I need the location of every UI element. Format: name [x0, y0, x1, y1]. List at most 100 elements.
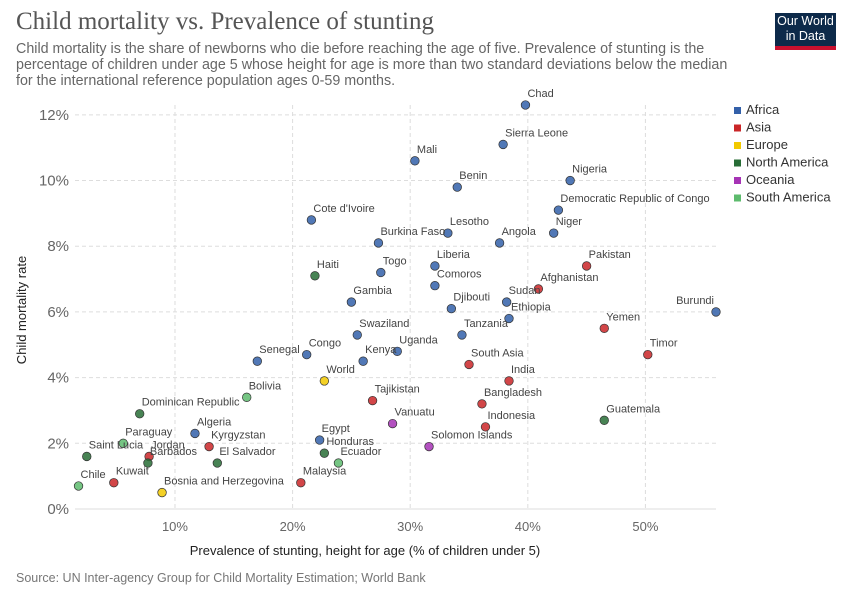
- legend-item-africa[interactable]: Africa: [746, 102, 780, 117]
- point-paraguay[interactable]: [118, 438, 128, 448]
- point-label-benin: Benin: [459, 170, 487, 182]
- point-mali[interactable]: [410, 156, 420, 166]
- point-swaziland[interactable]: [352, 330, 362, 340]
- point-comoros[interactable]: [430, 281, 440, 291]
- logo-line-2: in Data: [785, 29, 826, 43]
- point-liberia[interactable]: [430, 261, 440, 271]
- point-togo[interactable]: [376, 267, 386, 278]
- scatter-chart: 0% 2% 4% 6% 8% 10% 12% 10% 20% 30% 40% 50% Chad Sie…: [14, 88, 831, 558]
- point-benin[interactable]: [452, 182, 462, 192]
- point-indonesia[interactable]: [480, 422, 491, 432]
- point-honduras[interactable]: [319, 448, 329, 458]
- point-ethiopia[interactable]: [504, 313, 514, 324]
- point-afghanistan[interactable]: [533, 284, 544, 294]
- point-uganda[interactable]: [392, 346, 402, 356]
- point-vanuatu[interactable]: [387, 418, 398, 429]
- point-djibouti[interactable]: [446, 303, 457, 314]
- point-label-world: World: [326, 364, 355, 376]
- legend-item-south-america[interactable]: South America: [746, 190, 831, 205]
- point-el-salvador[interactable]: [212, 458, 222, 468]
- legend-item-asia[interactable]: Asia: [746, 120, 772, 135]
- point-solomon-islands[interactable]: [424, 441, 434, 452]
- point-label-egypt: Egypt: [322, 423, 350, 435]
- point-malaysia[interactable]: [296, 478, 306, 488]
- point-label-liberia: Liberia: [437, 249, 471, 261]
- point-label-comoros: Comoros: [437, 269, 482, 281]
- point-kenya[interactable]: [358, 356, 368, 366]
- point-algeria[interactable]: [190, 428, 200, 439]
- point-angola[interactable]: [494, 238, 505, 248]
- chart-subtitle: Child mortality is the share of newborns…: [16, 41, 728, 89]
- point-bosnia-and-herzegovina[interactable]: [157, 487, 167, 498]
- point-saint-lucia[interactable]: [82, 451, 92, 462]
- point-burundi[interactable]: [711, 307, 721, 317]
- point-label-dominican-republic: Dominican Republic: [142, 397, 240, 409]
- point-dominican-republic[interactable]: [135, 409, 145, 419]
- point-label-yemen: Yemen: [606, 311, 640, 323]
- point-world[interactable]: [319, 376, 329, 386]
- y-tick-label: 6%: [47, 304, 69, 321]
- owid-logo[interactable]: Our World in Data: [775, 13, 836, 50]
- point-barbados[interactable]: [143, 458, 153, 468]
- y-axis-label: Child mortality rate: [14, 256, 29, 364]
- point-lesotho[interactable]: [443, 228, 453, 238]
- point-egypt[interactable]: [314, 435, 325, 445]
- point-label-solomon-islands: Solomon Islands: [431, 430, 513, 442]
- point-congo[interactable]: [302, 349, 312, 360]
- point-democratic-republic-of-congo[interactable]: [553, 205, 564, 215]
- point-pakistan[interactable]: [581, 261, 592, 271]
- grid-lines: [75, 105, 716, 510]
- legend-swatch-south-america: [734, 194, 741, 202]
- point-label-djibouti: Djibouti: [453, 292, 490, 304]
- point-tajikistan[interactable]: [367, 395, 378, 406]
- legend-item-europe[interactable]: Europe: [746, 137, 788, 152]
- point-niger[interactable]: [549, 228, 559, 238]
- point-label-bangladesh: Bangladesh: [484, 387, 542, 399]
- point-label-honduras: Honduras: [326, 436, 374, 448]
- point-india[interactable]: [504, 376, 514, 386]
- point-kuwait[interactable]: [109, 478, 119, 488]
- point-label-kyrgyzstan: Kyrgyzstan: [211, 430, 265, 442]
- point-guatemala[interactable]: [599, 415, 609, 425]
- point-label-mali: Mali: [417, 144, 437, 156]
- point-timor[interactable]: [643, 349, 653, 360]
- point-chile[interactable]: [73, 481, 84, 491]
- legend-swatch-north-america: [734, 159, 741, 167]
- point-bolivia[interactable]: [242, 392, 252, 402]
- point-haiti[interactable]: [310, 271, 320, 281]
- point-cote-d-ivoire[interactable]: [306, 215, 317, 225]
- point-label-kenya: Kenya: [365, 344, 397, 356]
- point-south-asia[interactable]: [464, 359, 474, 370]
- x-tick-label: 10%: [162, 519, 188, 534]
- point-nigeria[interactable]: [565, 175, 575, 186]
- point-senegal[interactable]: [252, 356, 262, 366]
- point-kyrgyzstan[interactable]: [204, 441, 214, 452]
- point-chad[interactable]: [520, 100, 531, 110]
- point-yemen[interactable]: [599, 323, 609, 333]
- point-sudan[interactable]: [501, 297, 512, 307]
- logo-accent-bar: [775, 46, 836, 50]
- point-bangladesh[interactable]: [477, 399, 487, 409]
- point-label-chile: Chile: [81, 469, 106, 481]
- point-tanzania[interactable]: [457, 330, 467, 340]
- point-ecuador[interactable]: [333, 458, 344, 468]
- y-tick-label: 0%: [47, 501, 69, 518]
- legend-item-north-america[interactable]: North America: [746, 155, 829, 170]
- point-label-sudan: Sudan: [509, 285, 541, 297]
- point-sierra-leone[interactable]: [498, 139, 508, 150]
- y-tick-label: 12%: [39, 107, 69, 124]
- y-tick-label: 2%: [47, 435, 69, 452]
- point-label-burkina-faso: Burkina Faso: [380, 226, 445, 238]
- point-burkina-faso[interactable]: [373, 238, 384, 248]
- point-label-jordan: Jordan: [151, 439, 185, 451]
- point-label-ecuador: Ecuador: [340, 446, 381, 458]
- legend-item-oceania[interactable]: Oceania: [746, 172, 795, 187]
- point-label-uganda: Uganda: [399, 334, 438, 346]
- point-label-tajikistan: Tajikistan: [375, 384, 420, 396]
- point-label-india: India: [511, 364, 536, 376]
- point-gambia[interactable]: [346, 297, 357, 307]
- point-label-kuwait: Kuwait: [116, 466, 149, 478]
- point-label-democratic-republic-of-congo: Democratic Republic of Congo: [560, 193, 709, 205]
- x-axis-ticks: 10% 20% 30% 40% 50%: [162, 519, 659, 534]
- x-tick-label: 30%: [397, 519, 423, 534]
